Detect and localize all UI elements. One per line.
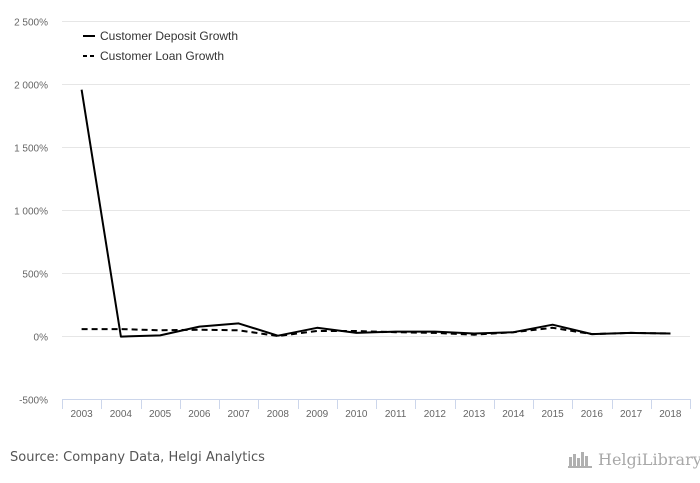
x-tick-label: 2007 xyxy=(228,409,251,420)
legend-label-2: Customer Loan Growth xyxy=(100,49,224,63)
series-lines xyxy=(80,89,671,338)
x-tick-label: 2003 xyxy=(71,409,94,420)
series-line-2 xyxy=(81,326,671,337)
x-tick-label: 2011 xyxy=(385,409,407,420)
x-axis: 2003 2004 2005 2006 2007 2008 2009 2010 2011 2012… xyxy=(62,399,691,420)
y-tick-label: -500% xyxy=(19,396,48,407)
brand-name-part1: Helgi xyxy=(598,449,642,469)
y-tick-label: 500% xyxy=(22,270,48,281)
x-tick-label: 2014 xyxy=(502,409,525,420)
line-chart: -500% 0% 500% 1 000% 1 500% 2 000% 2 500% 2003… xyxy=(14,18,691,420)
x-tick-label: 2012 xyxy=(424,409,447,420)
source-note: Source: Company Data, Helgi Analytics xyxy=(10,450,265,465)
legend: Customer Deposit Growth Customer Loan Gro… xyxy=(83,29,238,63)
x-tick-label: 2009 xyxy=(306,409,329,420)
y-tick-label: 1 000% xyxy=(14,207,48,218)
brand-name-part2: Library. xyxy=(641,449,700,469)
legend-label-1: Customer Deposit Growth xyxy=(100,29,238,43)
y-tick-label: 2 500% xyxy=(14,18,48,29)
y-tick-label: 1 500% xyxy=(14,144,48,155)
y-axis-tick-labels: -500% 0% 500% 1 000% 1 500% 2 000% 2 500% xyxy=(14,18,48,407)
x-tick-label: 2005 xyxy=(149,409,172,420)
gridlines xyxy=(62,21,690,337)
x-tick-label: 2017 xyxy=(620,409,643,420)
series-line-1 xyxy=(80,89,671,338)
x-tick-label: 2006 xyxy=(188,409,211,420)
brand-logo: Helgi Library. xyxy=(568,449,700,469)
x-tick-label: 2010 xyxy=(345,409,368,420)
y-tick-label: 2 000% xyxy=(14,81,48,92)
x-tick-label: 2018 xyxy=(659,409,682,420)
x-tick-label: 2015 xyxy=(542,409,565,420)
x-tick-label: 2004 xyxy=(110,409,133,420)
x-tick-label: 2016 xyxy=(581,409,604,420)
library-logo-icon xyxy=(568,452,592,468)
y-tick-label: 0% xyxy=(34,333,49,344)
x-tick-label: 2013 xyxy=(463,409,486,420)
x-tick-label: 2008 xyxy=(267,409,290,420)
